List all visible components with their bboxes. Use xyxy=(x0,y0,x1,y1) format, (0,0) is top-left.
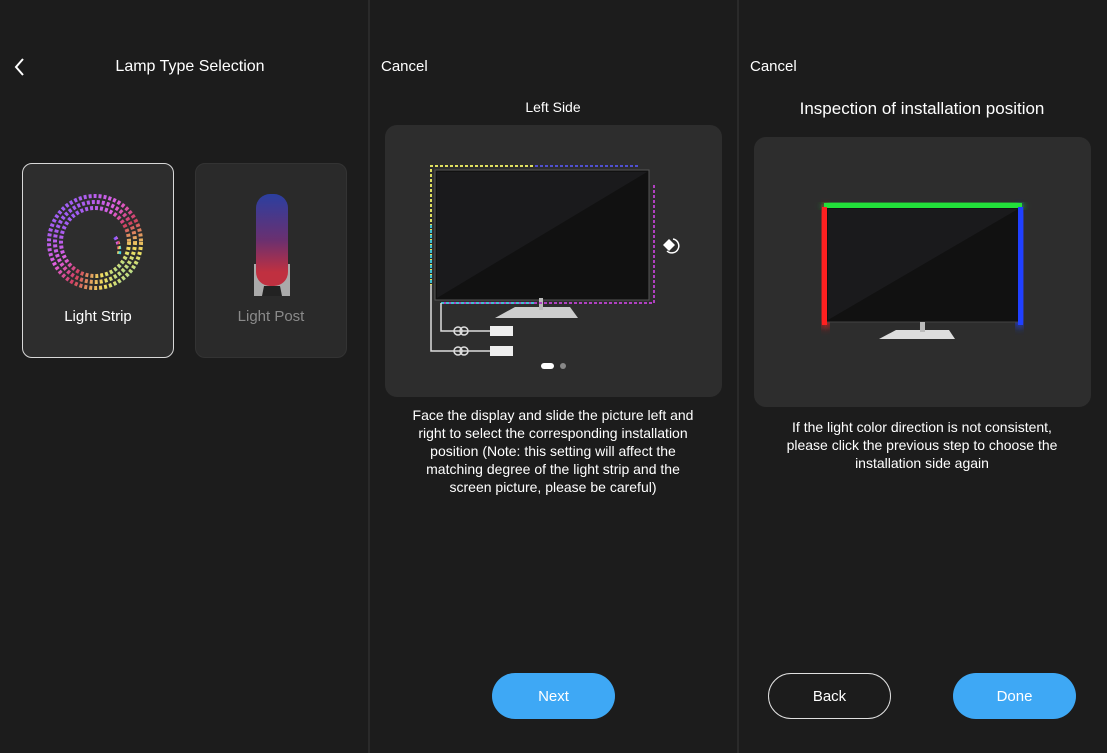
cancel-button[interactable]: Cancel xyxy=(750,58,797,75)
lamp-type-panel: Lamp Type Selection Light Strip Light Po… xyxy=(0,0,369,753)
back-chevron-icon[interactable] xyxy=(13,57,27,77)
instruction-text: Face the display and slide the picture l… xyxy=(412,407,694,495)
light-post-icon xyxy=(254,194,290,296)
divider xyxy=(368,0,370,753)
back-button[interactable]: Back xyxy=(768,673,891,719)
page-dot-active xyxy=(541,363,554,369)
inspection-illustration xyxy=(754,137,1091,407)
cancel-button[interactable]: Cancel xyxy=(381,58,428,75)
tv-strip-illustration xyxy=(430,165,680,369)
light-strip-label: Light Strip xyxy=(64,308,132,325)
divider xyxy=(737,0,739,753)
left-side-panel: Cancel Left Side Face the display xyxy=(370,0,738,753)
done-button[interactable]: Done xyxy=(953,673,1076,719)
light-strip-icon xyxy=(47,194,143,290)
inspection-text: If the light color direction is not cons… xyxy=(786,419,1058,471)
tv-glow-illustration xyxy=(822,203,1023,339)
step-title: Inspection of installation position xyxy=(799,99,1045,118)
installation-carousel[interactable] xyxy=(385,125,722,397)
inspection-panel: Cancel Inspection of installation positi… xyxy=(739,0,1107,753)
step-title: Left Side xyxy=(525,99,581,115)
rotate-icon xyxy=(663,238,680,254)
page-dot xyxy=(560,363,566,369)
light-post-card[interactable]: Light Post xyxy=(195,163,347,358)
page-title: Lamp Type Selection xyxy=(115,58,265,75)
light-strip-card[interactable]: Light Strip xyxy=(22,163,174,358)
light-post-label: Light Post xyxy=(237,308,305,325)
next-button[interactable]: Next xyxy=(492,673,615,719)
